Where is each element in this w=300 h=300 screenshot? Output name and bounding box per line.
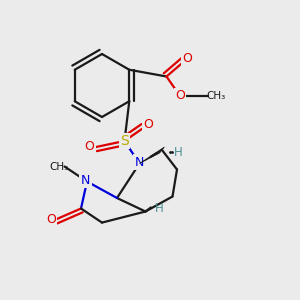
- Text: O: O: [183, 52, 192, 65]
- Text: H: H: [154, 202, 164, 215]
- Text: N: N: [135, 155, 144, 169]
- Text: O: O: [175, 89, 185, 103]
- Text: N: N: [81, 173, 90, 187]
- Text: H: H: [174, 146, 183, 160]
- Text: O: O: [144, 118, 153, 131]
- Text: CH₃: CH₃: [49, 161, 68, 172]
- Polygon shape: [140, 147, 164, 164]
- Text: O: O: [85, 140, 94, 154]
- Text: S: S: [120, 134, 129, 148]
- Text: CH₃: CH₃: [206, 91, 226, 101]
- Text: O: O: [46, 213, 56, 226]
